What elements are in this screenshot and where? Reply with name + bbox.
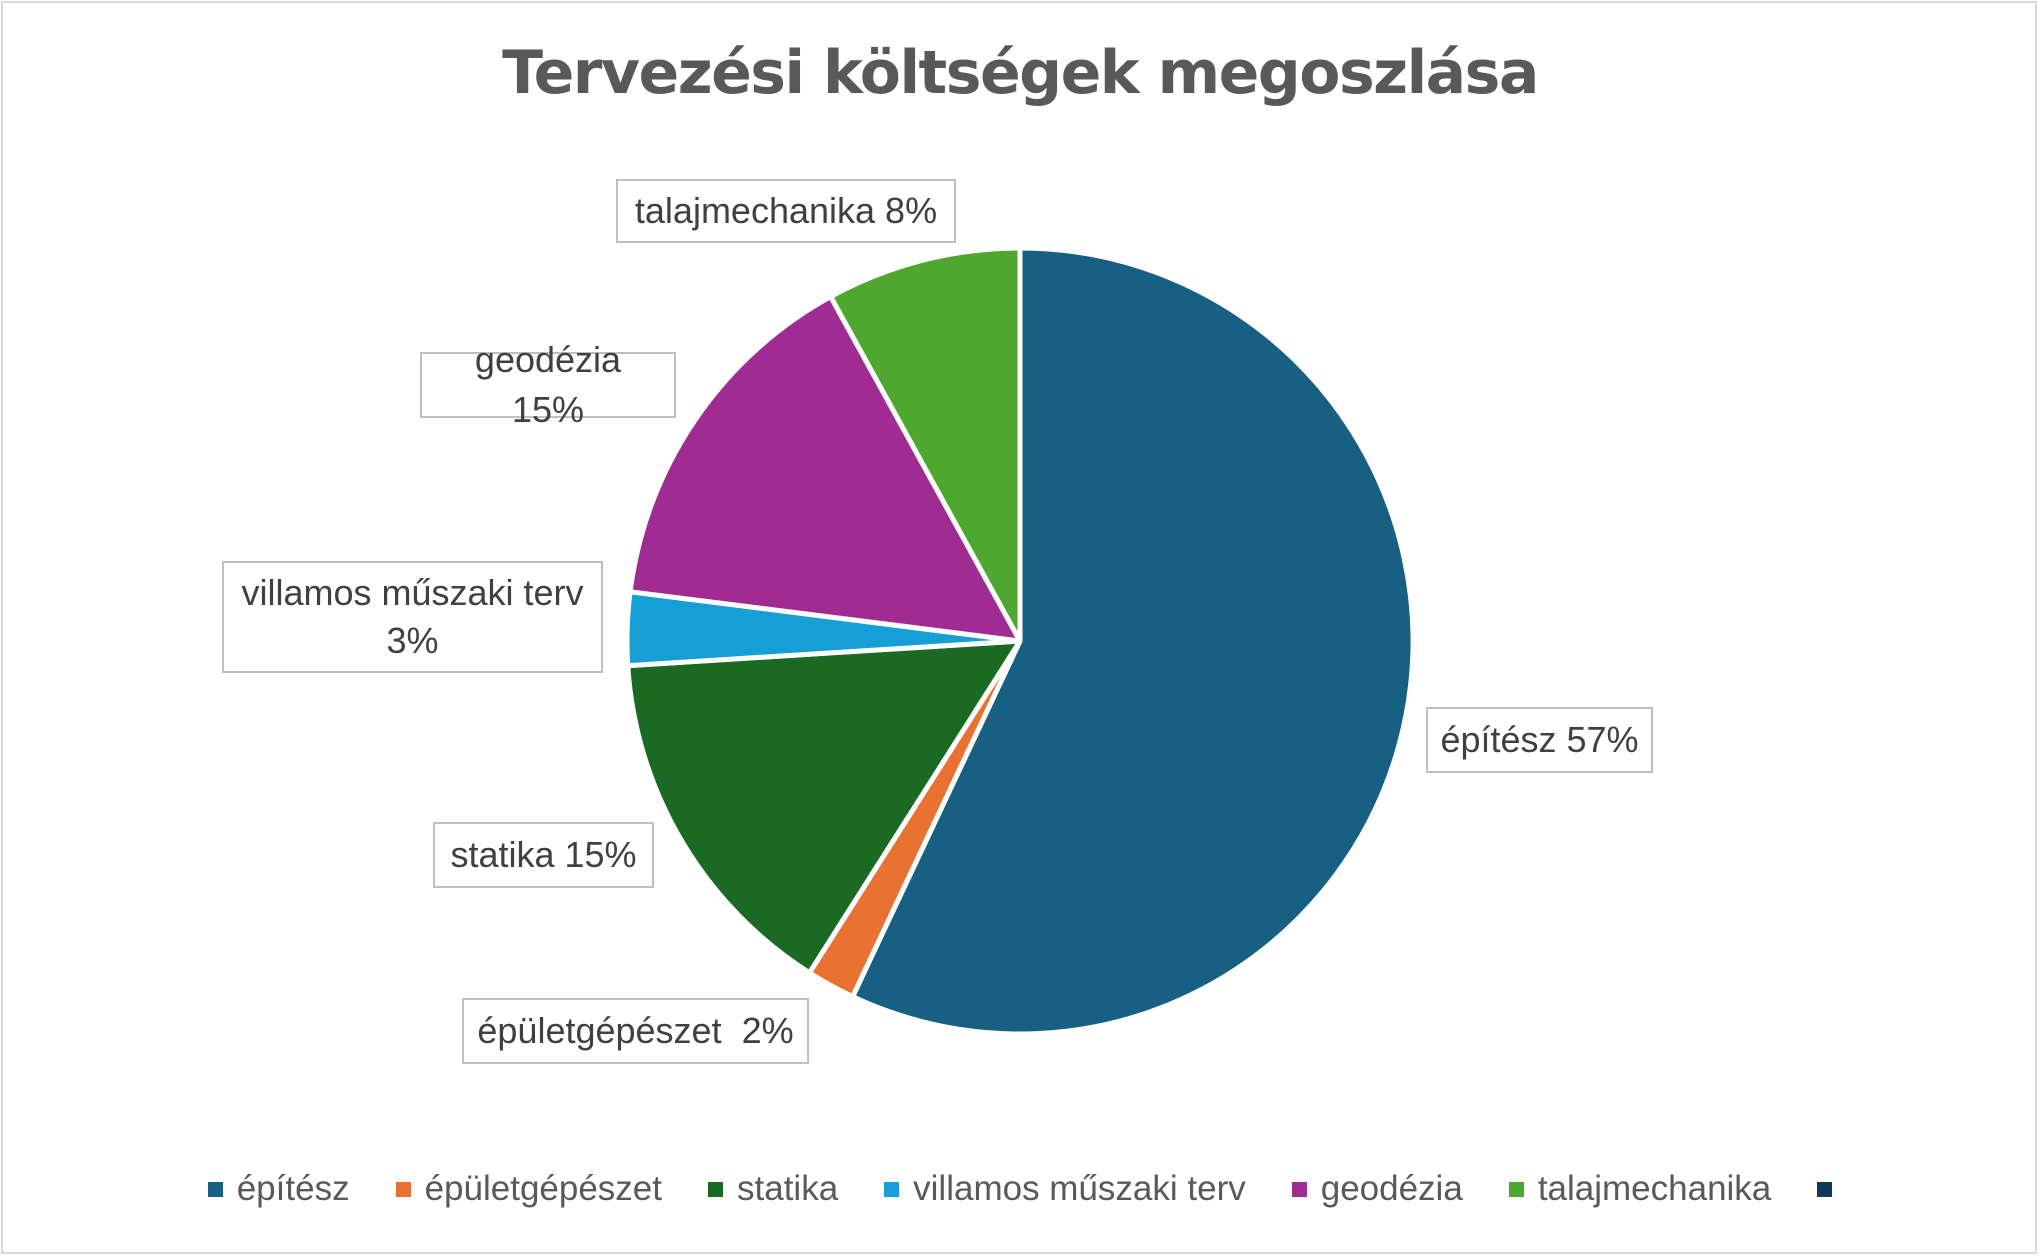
legend-item-epuletgepeszet: épületgépészet: [395, 1169, 662, 1209]
data-label-geodezia: geodézia 15%: [420, 339, 676, 430]
legend-item-epitesz: építész: [207, 1169, 350, 1209]
data-label-villamos-muszaki-terv: villamos műszaki terv 3%: [222, 561, 603, 673]
chart-title: Tervezési költségek megoszlása: [502, 38, 1539, 108]
legend-label: épületgépészet: [424, 1169, 662, 1208]
legend-swatch: [207, 1181, 223, 1197]
data-label-talajmechanika: talajmechanika 8%: [616, 179, 956, 243]
legend-swatch: [1291, 1181, 1307, 1197]
data-label-epitesz: építész 57%: [1426, 707, 1653, 773]
legend-swatch: [1817, 1181, 1833, 1197]
legend: építész épületgépészet statika villamos …: [0, 1164, 2040, 1214]
legend-item-villamos-muszaki-terv: villamos műszaki terv: [884, 1169, 1246, 1209]
legend-label: építész: [236, 1169, 350, 1208]
legend-swatch: [1508, 1181, 1524, 1197]
legend-swatch: [395, 1181, 411, 1197]
pie-slice-építész: [850, 245, 1416, 1037]
legend-label: statika: [737, 1169, 839, 1208]
pie-slice-talajmechanika: [828, 245, 1023, 644]
pie-slice-statika: [625, 638, 1023, 976]
legend-label: villamos műszaki terv: [913, 1169, 1246, 1208]
legend-swatch: [708, 1181, 723, 1197]
legend-item-statika: statika: [708, 1169, 838, 1209]
legend-item-geodezia: geodézia: [1291, 1169, 1463, 1209]
legend-swatch: [884, 1181, 900, 1197]
pie-slice-geodézia: [627, 294, 1023, 644]
data-label-statika: statika 15%: [433, 822, 654, 888]
legend-item-talajmechanika: talajmechanika: [1508, 1169, 1772, 1209]
legend-item-empty: [1817, 1181, 1833, 1197]
data-label-epuletgepeszet: épületgépészet 2%: [462, 998, 809, 1064]
legend-label: talajmechanika: [1537, 1169, 1772, 1208]
legend-label: geodézia: [1320, 1169, 1463, 1208]
